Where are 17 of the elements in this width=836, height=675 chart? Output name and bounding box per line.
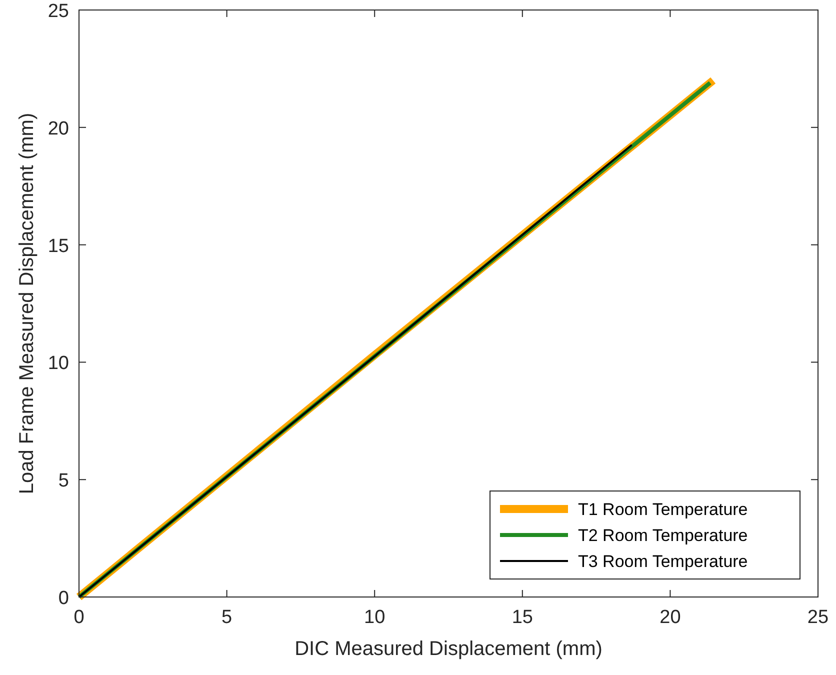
y-tick-label: 5 xyxy=(58,470,69,492)
legend-label: T2 Room Temperature xyxy=(578,526,748,545)
y-tick-label: 10 xyxy=(48,353,69,374)
x-tick-label: 5 xyxy=(222,607,232,628)
y-tick-label: 20 xyxy=(48,118,69,140)
x-axis-title: DIC Measured Displacement (mm) xyxy=(294,638,602,660)
y-axis-title: Load Frame Measured Displacement (mm) xyxy=(16,112,38,494)
legend-label: T1 Room Temperature xyxy=(578,500,748,519)
y-tick-label: 25 xyxy=(48,1,69,22)
y-tick-label: 0 xyxy=(58,588,69,609)
x-tick-label: 0 xyxy=(74,607,84,628)
x-tick-label: 10 xyxy=(364,607,386,628)
legend-label: T3 Room Temperature xyxy=(578,552,748,571)
x-tick-label: 20 xyxy=(660,607,681,628)
y-tick-label: 15 xyxy=(48,236,69,257)
x-tick-label: 15 xyxy=(512,607,533,628)
x-tick-label: 25 xyxy=(807,607,829,628)
